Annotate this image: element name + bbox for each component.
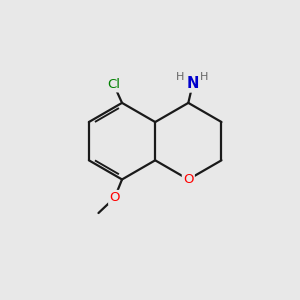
Text: N: N — [187, 76, 199, 91]
Text: Cl: Cl — [107, 78, 120, 91]
Text: O: O — [183, 173, 194, 186]
Text: O: O — [110, 191, 120, 204]
Text: H: H — [200, 72, 208, 82]
Text: H: H — [176, 72, 184, 82]
